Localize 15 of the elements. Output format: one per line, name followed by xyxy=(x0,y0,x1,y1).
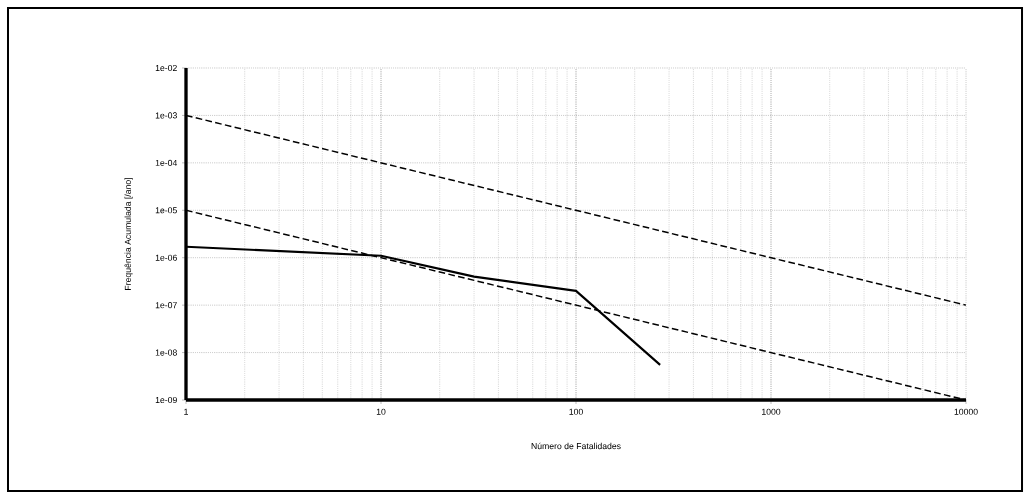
y-axis-title: Frequência Acumulada [/ano] xyxy=(124,178,133,290)
y-tick-label: 1e-07 xyxy=(155,302,177,309)
y-tick-label: 1e-06 xyxy=(155,254,177,261)
y-tick-label: 1e-09 xyxy=(155,396,177,404)
x-tick-label: 1 xyxy=(184,408,188,415)
x-tick-label: 1000 xyxy=(762,408,781,415)
x-tick-label: 10000 xyxy=(954,408,978,415)
x-axis-title: Número de Fatalidades xyxy=(531,442,621,450)
y-tick-label: 1e-03 xyxy=(155,112,177,119)
x-tick-label: 100 xyxy=(569,408,583,415)
y-tick-label: 1e-04 xyxy=(155,159,178,166)
y-tick-label: 1e-08 xyxy=(155,349,177,356)
y-tick-label: 1e-02 xyxy=(155,64,177,72)
y-tick-label: 1e-05 xyxy=(155,207,177,214)
x-tick-label: 10 xyxy=(376,408,386,415)
